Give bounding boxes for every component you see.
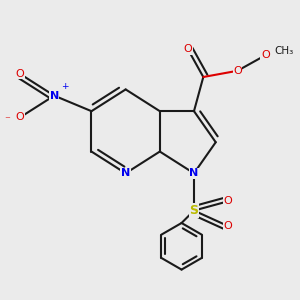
Text: N: N [50,91,59,100]
Text: +: + [61,82,69,91]
Text: CH₃: CH₃ [275,46,294,56]
Text: N: N [189,168,199,178]
Text: O: O [233,66,242,76]
Text: ⁻: ⁻ [5,116,10,125]
Text: O: O [183,44,192,54]
Text: O: O [224,196,233,206]
Text: O: O [261,50,270,60]
Text: S: S [190,204,199,217]
Text: O: O [16,112,24,122]
Text: N: N [121,168,130,178]
Text: O: O [224,221,233,231]
Text: O: O [16,69,24,79]
